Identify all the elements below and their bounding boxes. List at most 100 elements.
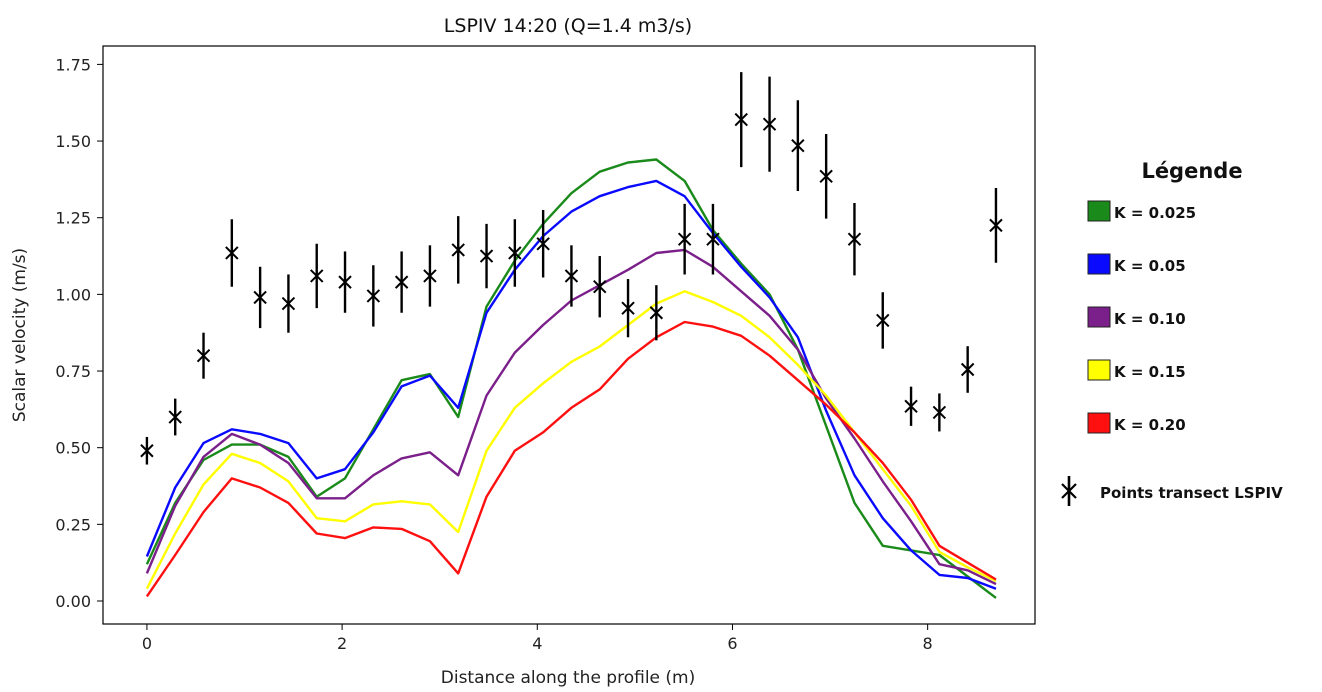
lspiv-point <box>168 398 182 436</box>
point-marker-stroke <box>310 269 324 283</box>
lspiv-point <box>734 72 748 168</box>
lspiv-point <box>904 386 918 426</box>
legend-item: K = 0.20 <box>1087 412 1186 434</box>
point-marker-stroke <box>677 232 692 246</box>
point-marker-stroke <box>451 243 465 257</box>
legend-item: K = 0.05 <box>1087 253 1186 275</box>
lspiv-point <box>593 256 607 318</box>
point-marker-stroke <box>876 313 890 328</box>
legend-label: K = 0.025 <box>1114 204 1196 222</box>
plot-area <box>140 72 1003 599</box>
legend-item: K = 0.15 <box>1087 359 1186 381</box>
lspiv-point <box>140 436 154 465</box>
point-marker-stroke <box>423 269 437 283</box>
legend-title: Légende <box>1141 159 1242 183</box>
point-marker-stroke <box>536 237 550 251</box>
lspiv-point <box>423 245 437 307</box>
x-axis-title: Distance along the profile (m) <box>441 668 695 688</box>
lspiv-point <box>394 251 409 313</box>
legend-swatch <box>1087 412 1111 434</box>
y-tick-label: 1.50 <box>55 132 91 151</box>
lspiv-point <box>196 332 211 379</box>
lspiv-point <box>762 76 777 172</box>
lspiv-point <box>281 274 296 333</box>
point-marker-stroke <box>989 218 1003 233</box>
legend-items: K = 0.025 K = 0.05 K = 0.10 K = 0.15 K = 0.2… <box>1087 200 1196 434</box>
legend-swatch <box>1087 253 1111 275</box>
lspiv-point <box>960 346 975 393</box>
series-line-4 <box>145 290 997 590</box>
point-marker-stroke <box>791 138 805 153</box>
lspiv-point <box>621 279 635 338</box>
point-marker-stroke <box>479 249 494 263</box>
lspiv-point <box>649 285 664 341</box>
y-tick-label: 1.75 <box>55 55 91 74</box>
lspiv-point <box>706 203 720 275</box>
lspiv-point <box>310 243 324 309</box>
point-marker-stroke <box>564 269 579 283</box>
legend-item-points: Points transect LSPIV <box>1061 476 1283 506</box>
point-marker-stroke <box>508 246 522 260</box>
lspiv-point <box>536 210 550 278</box>
series-line-5 <box>145 320 997 598</box>
x-tick-label: 0 <box>142 634 152 653</box>
legend-item: K = 0.025 <box>1087 200 1196 222</box>
legend-swatch <box>1087 359 1111 381</box>
point-marker-stroke <box>281 296 296 311</box>
point-marker-stroke <box>762 117 777 131</box>
lspiv-point <box>508 219 522 287</box>
lspiv-point <box>847 202 862 276</box>
chart-title: LSPIV 14:20 (Q=1.4 m3/s) <box>444 15 692 37</box>
lspiv-point <box>989 187 1003 263</box>
legend-swatch <box>1087 306 1111 328</box>
legend-label: K = 0.05 <box>1114 257 1186 275</box>
y-tick-label: 0.50 <box>55 439 91 458</box>
series-line-1 <box>145 158 997 599</box>
legend-label: K = 0.20 <box>1114 416 1186 434</box>
point-marker-stroke <box>253 290 267 305</box>
point-marker-stroke <box>338 275 352 289</box>
lspiv-point <box>479 223 494 289</box>
legend-swatch <box>1087 200 1111 222</box>
legend-label: K = 0.15 <box>1114 363 1186 381</box>
point-marker-stroke <box>932 405 947 420</box>
lspiv-point <box>791 100 805 192</box>
y-tick-label: 1.00 <box>55 285 91 304</box>
legend-label-points: Points transect LSPIV <box>1100 484 1283 502</box>
lspiv-point <box>876 292 890 349</box>
legend-label: K = 0.10 <box>1114 310 1186 328</box>
series-line-2 <box>145 179 997 590</box>
lspiv-point <box>819 134 833 219</box>
point-marker-stroke <box>649 306 664 320</box>
legend-item: K = 0.10 <box>1087 306 1186 328</box>
lspiv-point <box>932 393 947 432</box>
point-marker-stroke <box>621 301 635 315</box>
point-marker-stroke <box>366 289 381 303</box>
point-marker-stroke <box>734 112 748 127</box>
point-marker-stroke <box>140 444 154 458</box>
lspiv-point <box>366 265 381 327</box>
point-marker-stroke <box>196 348 211 363</box>
lspiv-point <box>564 245 579 307</box>
lspiv-point <box>225 219 239 287</box>
lspiv-point <box>451 216 465 284</box>
y-tick-label: 0.25 <box>55 515 91 534</box>
x-tick-label: 4 <box>532 634 542 653</box>
x-tick-label: 6 <box>727 634 737 653</box>
lspiv-point <box>677 203 692 275</box>
x-tick-label: 2 <box>337 634 347 653</box>
point-marker-stroke <box>394 275 409 289</box>
y-tick-label: 0.00 <box>55 592 91 611</box>
legend-points-marker-icon <box>1061 476 1077 506</box>
lspiv-point <box>338 251 352 313</box>
legend: Légende K = 0.025 K = 0.05 K = 0.10 K = 0.1… <box>1061 159 1283 506</box>
point-marker-stroke <box>904 399 918 413</box>
point-marker-stroke <box>960 362 975 377</box>
point-marker-stroke <box>819 169 833 184</box>
point-marker-stroke <box>593 279 607 294</box>
point-marker-stroke <box>168 410 182 424</box>
y-tick-label: 1.25 <box>55 209 91 228</box>
x-tick-label: 8 <box>923 634 933 653</box>
plot-frame <box>102 45 1036 625</box>
